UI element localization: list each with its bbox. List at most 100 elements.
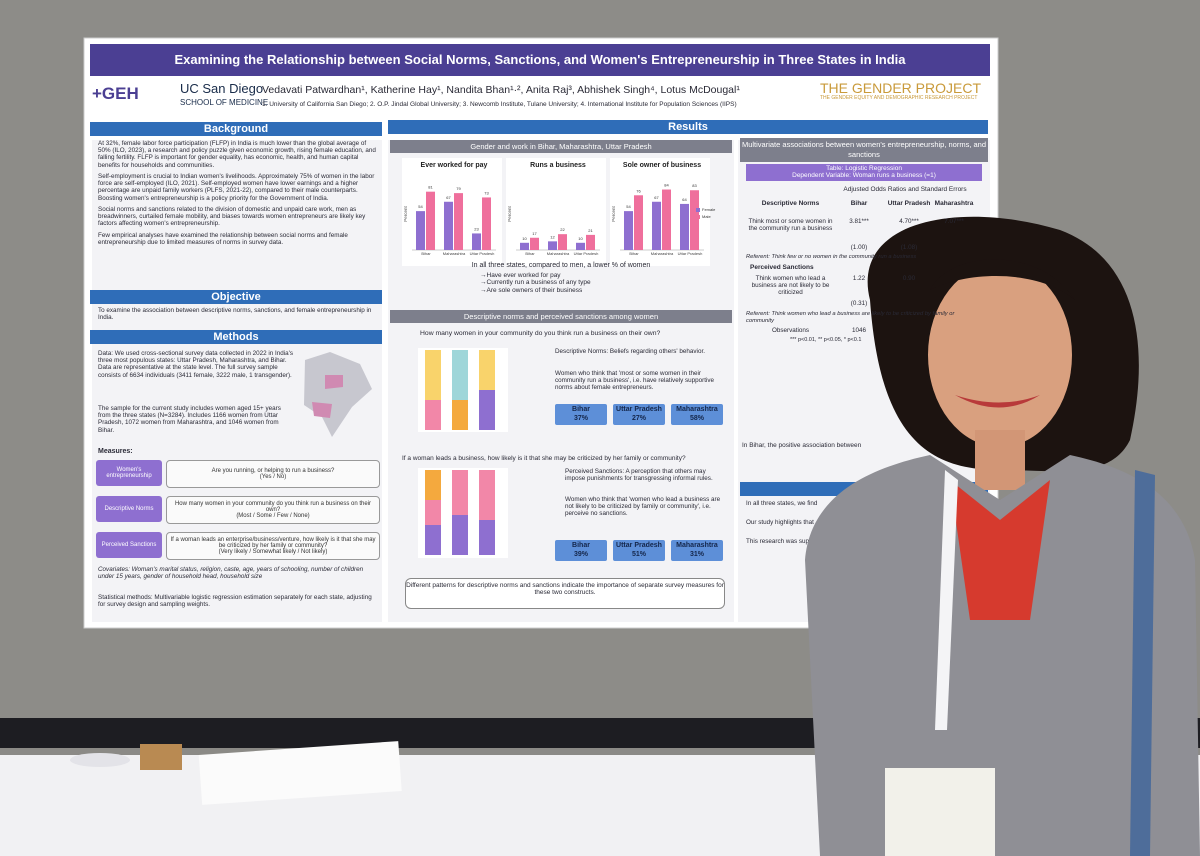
value-label: 79 [456,186,461,191]
authors: Vedavati Patwardhan¹, Katherine Hay¹, Na… [262,84,740,96]
value: 31% [689,551,704,558]
question: If a woman leads an enterprise/business/… [170,537,376,549]
cell: 1046 [851,327,866,334]
poster-title: Examining the Relationship between Socia… [174,52,906,67]
dish [70,753,130,767]
sub-heading: Multivariate associations between women'… [740,138,988,162]
bar [662,189,671,250]
value-label: 67 [654,195,659,200]
value-label: 76 [636,188,641,193]
dep-var: Dependent Variable: Woman runs a busines… [792,172,936,180]
state: Bihar [572,406,590,413]
col-name: Uttar Pradesh [887,200,931,207]
options: (Yes / No) [259,474,287,480]
value-label: 73 [484,190,489,195]
sanctions-bar-bg [425,470,441,500]
question: How many women in your community do you … [174,501,372,513]
referent: Referent: Think few or no women in the c… [746,254,917,260]
logo: THE GENDER EQUITY AND DEMOGRAPHIC RESEAR… [820,95,978,101]
x-tick-label: Maharashtra [547,251,570,256]
sanctions-bar-bg [479,470,495,520]
hair-fringe [930,259,1075,300]
value: 51% [631,551,646,558]
stat-box: Maharashtra 58% [671,404,723,425]
sanctions-bar-bg [452,515,468,555]
x-tick-label: Bihar [421,251,431,256]
norms-detail: Women who think that 'most or some women… [555,370,715,392]
value-label: 23 [474,226,479,231]
norms-question: How many women in your community do you … [420,330,661,337]
conclusion-item: This research was supported [746,538,827,546]
value-label: 64 [682,197,687,202]
sub-heading: Descriptive norms and perceived sanction… [390,310,732,323]
norms-bar-bg [479,390,495,430]
bar [444,201,453,250]
stat-box: Bihar 37% [555,404,607,425]
col-name: Bihar [850,200,868,207]
statistical-methods: Statistical methods: Multivariable logis… [98,594,372,609]
badge [885,768,995,856]
chart-title: Runs a business [530,162,586,169]
value-label: 83 [692,183,697,188]
chart-title: Ever worked for pay [421,162,488,169]
norms-bar-bg [452,400,468,430]
value-label: 10 [522,236,527,241]
value-label: 22 [560,227,565,232]
top [950,480,1050,620]
methods-data: Data: We used cross-sectional survey dat… [98,350,293,379]
cell: 1.22 [852,275,866,282]
value-label: 84 [664,183,669,188]
value-label: 10 [578,236,583,241]
question: Are you running, or helping to run a bus… [211,468,335,474]
state: Uttar Pradesh [616,542,662,549]
row-group: Perceived Sanctions [750,264,814,271]
norms-bar-bg [425,400,441,430]
bar [520,242,529,250]
cup [140,744,182,770]
bar [472,233,481,250]
measure-name: Perceived Sanctions [96,532,162,558]
measure-name: Descriptive Norms [96,496,162,522]
x-tick-label: Uttar Pradesh [574,251,599,256]
norms-text: Descriptive Norms: Beliefs regarding oth… [555,348,705,355]
value-label: 21 [588,228,593,233]
y-label: Percent [507,205,512,221]
cell: 4.70*** [899,218,919,225]
conclusion-item: Our study highlights that [746,519,814,527]
cell: (0.31) [850,300,868,307]
affiliations: 1. University of California San Diego; 2… [262,101,737,108]
sanctions-bar-bg [425,525,441,555]
measure-question: If a woman leads an enterprise/business/… [166,532,380,560]
bar [558,234,567,250]
covariates: Covariates: Woman's marital status, reli… [98,566,364,581]
table-title-text: Table: Logistic Regression [826,165,902,172]
bullet: Few empirical analyses have examined the… [98,231,348,246]
sanctions-bar-bg [452,470,468,515]
value-label: 81 [428,185,433,190]
col-header: Adjusted Odds Ratios and Standard Errors [843,186,967,193]
bullet: Social norms and sanctions related to th… [98,205,366,228]
sanctions-text: Perceived Sanctions: A perception that o… [565,468,713,483]
logo: SCHOOL OF MEDICINE [180,98,269,107]
x-tick-label: Maharashtra [443,251,466,256]
section-heading: Results [388,120,988,134]
cell: (1.00) [850,244,868,251]
legend-label: Female [702,207,716,212]
legend-swatch [696,215,700,219]
x-tick-label: Uttar Pradesh [470,251,495,256]
value: 39% [573,551,588,558]
logo: +GEH [92,84,139,103]
cell: Think most or some women in the communit… [748,218,833,233]
value-label: 17 [532,231,537,236]
x-tick-label: Uttar Pradesh [678,251,703,256]
options: (Very likely / Somewhat likely / Not lik… [218,549,328,555]
state: Maharashtra [676,542,718,549]
logo: UC San Diego [180,81,264,96]
face [928,263,1072,447]
summary-intro: In all three states, compared to men, a … [471,262,651,269]
objective-text: To examine the association between descr… [98,307,372,322]
cell: Think women who lead a business are not … [751,275,830,297]
referent: Referent: Think women who lead a busines… [746,311,955,324]
bar [548,241,557,250]
